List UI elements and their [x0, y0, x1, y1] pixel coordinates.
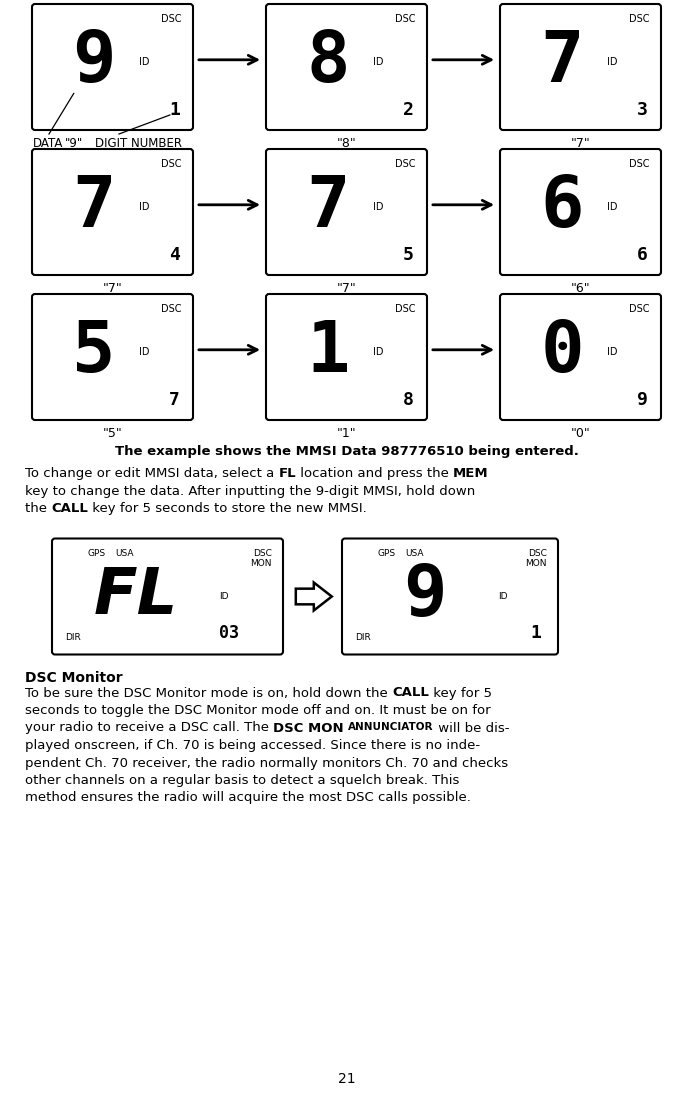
Text: DSC: DSC — [161, 14, 182, 24]
Text: DIGIT NUMBER: DIGIT NUMBER — [95, 137, 182, 150]
Text: USA: USA — [405, 549, 423, 558]
Text: ID: ID — [607, 57, 617, 67]
Text: 9: 9 — [637, 391, 648, 409]
Text: "6": "6" — [571, 282, 590, 295]
Text: pendent Ch. 70 receiver, the radio normally monitors Ch. 70 and checks: pendent Ch. 70 receiver, the radio norma… — [25, 756, 508, 769]
Text: "7": "7" — [570, 137, 590, 150]
Text: DIR: DIR — [355, 634, 371, 642]
Text: DSC: DSC — [396, 304, 416, 314]
Text: 2: 2 — [403, 101, 414, 119]
Text: "8": "8" — [337, 137, 356, 150]
FancyBboxPatch shape — [266, 149, 427, 276]
Text: MON: MON — [250, 559, 272, 568]
Text: 6: 6 — [540, 173, 584, 241]
FancyBboxPatch shape — [342, 539, 558, 655]
Polygon shape — [296, 583, 332, 611]
FancyBboxPatch shape — [500, 4, 661, 130]
Text: ID: ID — [498, 592, 508, 601]
Text: DSC: DSC — [629, 159, 650, 169]
Text: 9: 9 — [403, 562, 446, 631]
Text: USA: USA — [115, 549, 134, 558]
Text: CALL: CALL — [51, 503, 88, 515]
Text: 1: 1 — [306, 317, 350, 387]
Text: 7: 7 — [169, 391, 180, 409]
Text: your radio to receive a DSC call. The: your radio to receive a DSC call. The — [25, 722, 273, 735]
Text: "7": "7" — [103, 282, 123, 295]
Text: DSC: DSC — [161, 304, 182, 314]
Text: CALL: CALL — [392, 687, 429, 700]
Text: "7": "7" — [337, 282, 356, 295]
FancyBboxPatch shape — [266, 294, 427, 420]
Text: DSC: DSC — [629, 304, 650, 314]
Text: 6: 6 — [637, 246, 648, 264]
Text: The example shows the MMSI Data 987776510 being entered.: The example shows the MMSI Data 98777651… — [114, 445, 579, 458]
Text: DIR: DIR — [65, 634, 81, 642]
FancyBboxPatch shape — [32, 149, 193, 276]
FancyBboxPatch shape — [266, 4, 427, 130]
Text: key for 5: key for 5 — [429, 687, 492, 700]
Text: DSC: DSC — [161, 159, 182, 169]
Text: DSC: DSC — [629, 14, 650, 24]
Text: "1": "1" — [337, 426, 356, 440]
Text: will be dis-: will be dis- — [434, 722, 509, 735]
Text: 7: 7 — [72, 173, 116, 241]
Text: 8: 8 — [306, 28, 350, 97]
Text: DSC: DSC — [396, 159, 416, 169]
Text: MEM: MEM — [453, 467, 489, 480]
Text: 5: 5 — [403, 246, 414, 264]
FancyBboxPatch shape — [500, 294, 661, 420]
Text: key for 5 seconds to store the new MMSI.: key for 5 seconds to store the new MMSI. — [88, 503, 367, 515]
Text: GPS: GPS — [377, 549, 395, 558]
Text: ID: ID — [607, 347, 617, 357]
Text: 1: 1 — [530, 625, 541, 642]
Text: other channels on a regular basis to detect a squelch break. This: other channels on a regular basis to det… — [25, 774, 459, 787]
Text: DSC: DSC — [528, 549, 547, 558]
Text: 1: 1 — [169, 101, 180, 119]
Text: To change or edit MMSI data, select a: To change or edit MMSI data, select a — [25, 467, 279, 480]
Text: 0: 0 — [540, 317, 584, 387]
Text: key to change the data. After inputting the 9-digit MMSI, hold down: key to change the data. After inputting … — [25, 485, 475, 497]
Text: GPS: GPS — [87, 549, 105, 558]
Text: DSC Monitor: DSC Monitor — [25, 671, 123, 685]
FancyBboxPatch shape — [52, 539, 283, 655]
Text: "0": "0" — [570, 426, 590, 440]
FancyBboxPatch shape — [500, 149, 661, 276]
Text: 9: 9 — [72, 28, 116, 97]
Text: seconds to toggle the DSC Monitor mode off and on. It must be on for: seconds to toggle the DSC Monitor mode o… — [25, 704, 491, 717]
Text: DSC MON: DSC MON — [273, 722, 344, 735]
Text: "5": "5" — [103, 426, 123, 440]
Text: ID: ID — [373, 202, 383, 213]
Text: 3: 3 — [637, 101, 648, 119]
FancyBboxPatch shape — [32, 294, 193, 420]
Text: location and press the: location and press the — [296, 467, 453, 480]
Text: 21: 21 — [337, 1072, 356, 1085]
Text: "9": "9" — [65, 137, 83, 150]
Text: played onscreen, if Ch. 70 is being accessed. Since there is no inde-: played onscreen, if Ch. 70 is being acce… — [25, 739, 480, 752]
Text: FL: FL — [94, 565, 178, 627]
FancyBboxPatch shape — [32, 4, 193, 130]
Text: To be sure the DSC Monitor mode is on, hold down the: To be sure the DSC Monitor mode is on, h… — [25, 687, 392, 700]
Text: 5: 5 — [72, 317, 116, 387]
Text: 7: 7 — [540, 28, 584, 97]
Text: DSC: DSC — [396, 14, 416, 24]
Text: ID: ID — [139, 347, 150, 357]
Text: ID: ID — [373, 57, 383, 67]
Text: ID: ID — [373, 347, 383, 357]
Text: DSC: DSC — [253, 549, 272, 558]
Text: ID: ID — [219, 592, 229, 601]
Text: 4: 4 — [169, 246, 180, 264]
Text: ID: ID — [607, 202, 617, 213]
Text: 7: 7 — [306, 173, 350, 241]
Text: 03: 03 — [219, 625, 239, 642]
Text: 8: 8 — [403, 391, 414, 409]
Text: ID: ID — [139, 57, 150, 67]
Text: method ensures the radio will acquire the most DSC calls possible.: method ensures the radio will acquire th… — [25, 791, 471, 804]
Text: FL: FL — [279, 467, 296, 480]
Text: ID: ID — [139, 202, 150, 213]
Text: ANNUNCIATOR: ANNUNCIATOR — [348, 722, 434, 732]
Text: DATA: DATA — [33, 137, 63, 150]
Text: MON: MON — [525, 559, 547, 568]
Text: the: the — [25, 503, 51, 515]
